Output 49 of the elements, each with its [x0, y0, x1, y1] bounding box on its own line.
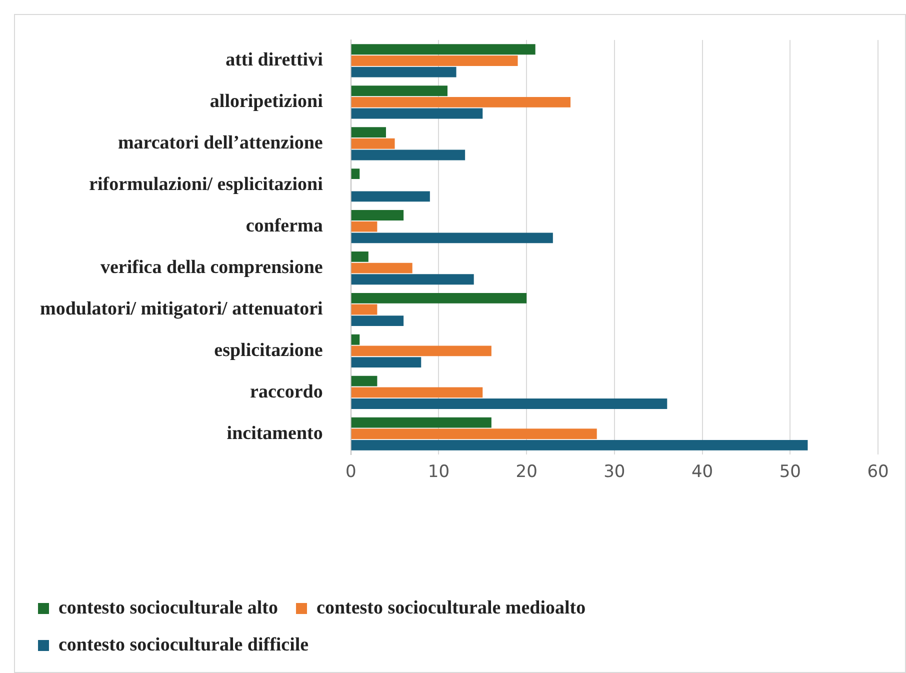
- bar: [351, 304, 378, 315]
- x-tick-label: 60: [867, 462, 889, 482]
- bar: [351, 357, 422, 368]
- y-tick-label: modulatori/ mitigatori/ attenuatori: [40, 298, 323, 320]
- bar: [351, 232, 553, 244]
- bar: [351, 96, 570, 108]
- bar: [351, 127, 386, 138]
- bar: [351, 150, 466, 160]
- bar: [351, 138, 395, 149]
- bar: [351, 86, 448, 96]
- y-tick-label: alloripetizioni: [210, 91, 323, 112]
- x-tick-label: 0: [345, 462, 356, 482]
- bar: [351, 108, 483, 119]
- x-tick-label: 30: [604, 462, 626, 482]
- legend-label: contesto socioculturale alto: [58, 597, 278, 618]
- legend-label: contesto socioculturale difficile: [58, 634, 309, 656]
- bar: [351, 292, 527, 304]
- bar: [351, 428, 597, 440]
- bar: [351, 316, 404, 326]
- bar: [351, 210, 404, 220]
- x-tick-label: 20: [516, 462, 538, 482]
- bar: [351, 440, 808, 450]
- bar: [351, 251, 368, 262]
- y-tick-label: incitamento: [226, 422, 323, 444]
- bar: [351, 221, 378, 232]
- y-tick-label: marcatori dell’attenzione: [118, 132, 323, 154]
- bar: [351, 417, 492, 428]
- y-tick-label: verifica della comprensione: [100, 256, 323, 278]
- bar: [351, 274, 474, 285]
- bar: [351, 334, 360, 345]
- bar: [351, 191, 430, 202]
- bar: [351, 168, 360, 179]
- x-tick-label: 40: [691, 462, 714, 482]
- bar: [351, 262, 412, 274]
- y-tick-label: atti direttivi: [226, 50, 323, 71]
- bar: [351, 44, 536, 55]
- bar: [351, 56, 518, 66]
- bar: [351, 398, 668, 409]
- y-tick-label: riformulazioni/ esplicitazioni: [89, 174, 323, 196]
- bar: [351, 66, 456, 78]
- bar: [351, 387, 483, 398]
- y-tick-label: raccordo: [250, 381, 323, 402]
- y-tick-label: esplicitazione: [214, 340, 323, 361]
- bar: [351, 346, 492, 356]
- y-tick-label: conferma: [246, 215, 324, 236]
- x-tick-label: 10: [428, 462, 450, 482]
- bar: [351, 376, 378, 386]
- legend-label: contesto socioculturale medioalto: [316, 597, 586, 618]
- x-tick-label: 50: [779, 462, 801, 482]
